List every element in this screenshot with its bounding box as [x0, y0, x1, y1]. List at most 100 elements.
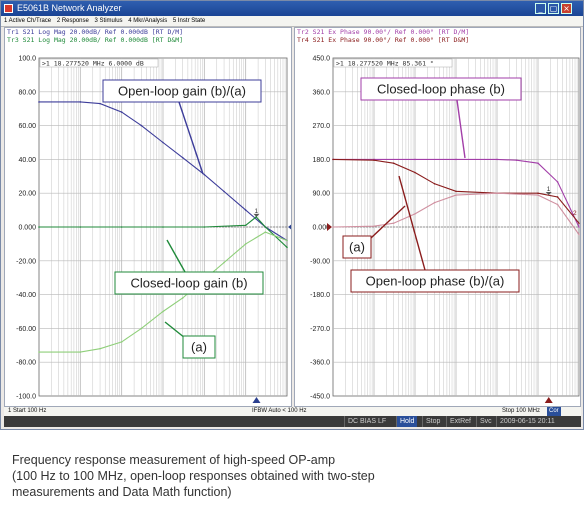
close-button[interactable]: ×	[561, 3, 572, 14]
data-point	[99, 347, 101, 350]
y-tick-label: 40.00	[18, 157, 36, 164]
data-point	[79, 351, 82, 353]
start-frequency[interactable]: 1 Start 100 Hz	[8, 408, 47, 414]
y-tick-label: -90.00	[310, 258, 330, 265]
tr1-header[interactable]: Tr1 S21 Log Mag 20.00dB/ Ref 0.000dB [RT…	[7, 28, 184, 36]
data-point	[99, 102, 101, 105]
y-tick-label: 450.0	[312, 56, 330, 63]
phase-chart-panel[interactable]: Tr2 S21 Ex Phase 90.00°/ Ref 0.000° [RT …	[294, 27, 581, 407]
menu-stimulus[interactable]: 3 Stimulus	[94, 18, 123, 24]
open-loop-phase-callout-box	[350, 269, 520, 293]
data-point	[120, 341, 123, 343]
gain-chart: 100.0 80.00 60.00 40.00 20.00 0.000 -20.00 -40.…	[16, 56, 291, 403]
data-point	[414, 158, 416, 161]
menu-bar: 1 Active Ch/Trace 2 Response 3 Stimulus …	[1, 16, 583, 27]
stimulus-marker	[252, 397, 261, 403]
title-bar: E5061B Network Analyzer _ ▢ ×	[1, 1, 583, 16]
marker-readout: >1 18.277520 MHz 6.0000 dB	[42, 60, 144, 68]
data-point	[414, 171, 416, 174]
marker-readout: >1 18.277520 MHz 85.361 °	[336, 60, 434, 68]
data-point	[162, 310, 164, 313]
data-point	[120, 111, 123, 113]
tr2-header[interactable]: Tr2 S21 Ex Phase 90.00°/ Ref 0.000° [RT …	[297, 28, 470, 36]
menu-instr-state[interactable]: 5 Instr State	[172, 18, 206, 24]
data-point	[286, 246, 288, 249]
closed-loop-phase-callout-box	[360, 77, 522, 101]
data-point	[264, 231, 267, 233]
menu-response[interactable]: 2 Response	[56, 18, 89, 24]
y-tick-label: 60.00	[18, 123, 36, 130]
stop-frequency[interactable]: Stop 100 MHz	[502, 408, 541, 414]
data-point	[496, 192, 498, 194]
tr3-header[interactable]: Tr3 S21 Log Mag 20.00dB/ Ref 0.000dB [RT…	[7, 36, 184, 44]
caption-line-3: measurements and Data Math function)	[12, 485, 232, 499]
gain-chart-panel[interactable]: Tr1 S21 Log Mag 20.00dB/ Ref 0.000dB [RT…	[4, 27, 292, 407]
y-tick-label: -360.0	[310, 360, 330, 367]
data-point	[373, 225, 375, 228]
a-phase-callout-box	[342, 235, 372, 259]
y-tick-label: -60.00	[16, 326, 36, 333]
cor-badge: Cor	[547, 407, 561, 416]
y-tick-label: -20.00	[16, 258, 36, 265]
ifbw-status[interactable]: IFBW Auto < 100 Hz	[252, 408, 307, 414]
data-point	[38, 101, 40, 103]
data-point	[332, 158, 334, 161]
analyzer-window: E5061B Network Analyzer _ ▢ × 1 Active C…	[0, 0, 584, 430]
data-point	[181, 297, 184, 299]
data-point	[244, 243, 247, 245]
data-point	[162, 141, 164, 144]
data-point	[578, 226, 580, 228]
data-point	[79, 101, 82, 103]
data-point	[203, 226, 206, 228]
window-title: E5061B Network Analyzer	[17, 3, 122, 13]
tr4-header[interactable]: Tr4 S21 Ex Phase 90.00°/ Ref 0.000° [RT …	[297, 36, 470, 44]
phase-chart: 450.0 360.0 270.0 180.0 90.00 0.000 -90.00 -180…	[310, 56, 580, 403]
data-point	[244, 224, 247, 227]
data-point	[140, 327, 143, 330]
data-point	[38, 226, 40, 228]
data-point	[264, 226, 267, 228]
maximize-button[interactable]: ▢	[548, 3, 559, 14]
open-loop-phase-callout-leader	[398, 175, 426, 271]
data-point	[455, 190, 457, 193]
y-tick-label: -100.0	[16, 394, 36, 401]
stimulus-marker	[544, 397, 553, 403]
closed-loop-gain-callout: Closed-loop gain (b)	[130, 276, 247, 291]
data-point	[455, 194, 457, 196]
menu-active-ch-trace[interactable]: 1 Active Ch/Trace	[4, 18, 52, 24]
data-point	[120, 226, 123, 228]
series-line-2	[332, 192, 580, 235]
data-point	[515, 159, 518, 161]
data-point	[537, 162, 539, 164]
marker-readout-box	[333, 58, 453, 68]
closed-loop-phase-callout: Closed-loop phase (b)	[377, 82, 505, 97]
phase-trace-header: Tr2 S21 Ex Phase 90.00°/ Ref 0.000° [RT …	[295, 28, 580, 48]
y-tick-label: 90.00	[312, 191, 330, 198]
y-tick-label: 270.0	[312, 123, 330, 130]
minimize-button[interactable]: _	[535, 3, 546, 14]
trace-number: 2	[573, 210, 577, 217]
data-point	[496, 158, 498, 161]
y-tick-label: -40.00	[16, 292, 36, 299]
a-gain-callout-leader	[164, 321, 186, 339]
app-icon	[4, 4, 13, 13]
data-point	[181, 156, 184, 159]
marker-number: 1	[254, 208, 258, 215]
dc-bias-status: DC BIAS LF	[344, 416, 389, 427]
data-point	[537, 194, 539, 196]
stimulus-status-bar: 1 Start 100 Hz IFBW Auto < 100 Hz Stop 1…	[4, 407, 581, 416]
a-gain-callout: (a)	[191, 340, 207, 355]
data-point	[556, 196, 559, 198]
data-point	[140, 124, 143, 127]
hold-status[interactable]: Hold	[396, 416, 418, 427]
series-line-0	[39, 101, 288, 241]
menu-mkr-analysis[interactable]: 4 Mkr/Analysis	[128, 18, 168, 24]
data-point	[392, 162, 395, 164]
gain-trace-header: Tr1 S21 Log Mag 20.00dB/ Ref 0.000dB [RT…	[5, 28, 291, 48]
data-point	[578, 233, 580, 236]
y-tick-label: -270.0	[310, 326, 330, 333]
data-point	[286, 239, 288, 242]
y-tick-label: -450.0	[310, 394, 330, 401]
y-tick-label: -80.00	[16, 360, 36, 367]
data-point	[578, 222, 580, 225]
